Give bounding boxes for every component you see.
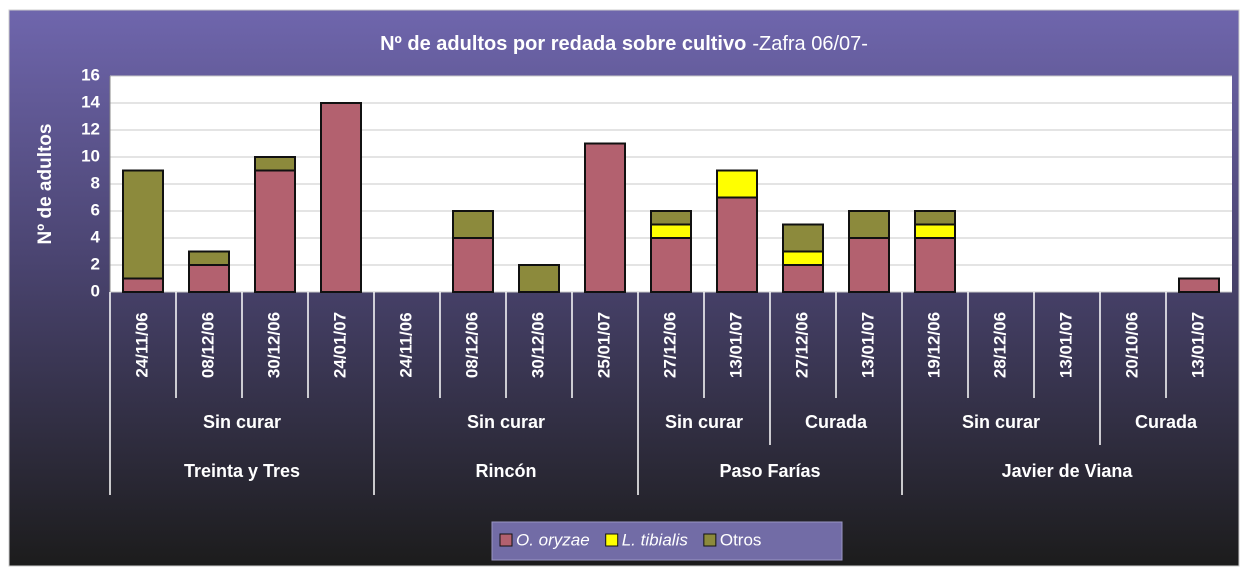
- legend-label: Otros: [720, 530, 762, 549]
- subgroup-label: Sin curar: [962, 412, 1040, 432]
- x-tick-label: 25/01/07: [594, 312, 613, 378]
- group-label: Rincón: [476, 461, 537, 481]
- subgroup-label: Sin curar: [665, 412, 743, 432]
- bar-segment: [782, 250, 824, 266]
- x-tick-label: 24/11/06: [396, 312, 415, 377]
- y-tick-label: 10: [81, 146, 100, 165]
- x-tick-label: 13/01/07: [726, 312, 745, 378]
- legend: [491, 521, 843, 561]
- bar-segment: [452, 237, 494, 293]
- x-tick-label: 13/01/07: [1056, 312, 1075, 378]
- bar-segment: [650, 237, 692, 293]
- x-tick-label: 19/12/06: [924, 312, 943, 378]
- subgroup-label: Curada: [805, 412, 868, 432]
- bar-segment: [122, 169, 164, 280]
- group-label: Paso Farías: [719, 461, 820, 481]
- bar-segment: [782, 223, 824, 253]
- bar-segment: [584, 142, 626, 293]
- bar-segment: [914, 223, 956, 239]
- subgroup-label: Sin curar: [467, 412, 545, 432]
- bar-segment: [254, 156, 296, 172]
- x-tick-label: 27/12/06: [792, 312, 811, 378]
- x-tick-label: 24/01/07: [330, 312, 349, 378]
- x-tick-label: 20/10/06: [1122, 312, 1141, 378]
- chart-title: Nº de adultos por redada sobre cultivo -Z…: [380, 33, 868, 55]
- x-tick-label: 30/12/06: [264, 312, 283, 378]
- y-tick-label: 2: [91, 254, 100, 273]
- bar-segment: [716, 169, 758, 199]
- bar-segment: [1178, 277, 1220, 293]
- bar-segment: [518, 264, 560, 293]
- x-tick-label: 28/12/06: [990, 312, 1009, 378]
- subgroup-label: Curada: [1135, 412, 1198, 432]
- title: Nº de adultos por redada sobre cultivo: [380, 33, 746, 55]
- bar-segment: [782, 264, 824, 293]
- bar-segment: [848, 210, 890, 239]
- y-tick-label: 16: [81, 65, 100, 84]
- bar-segment: [914, 237, 956, 293]
- x-tick-label: 08/12/06: [462, 312, 481, 378]
- y-tick-label: 0: [91, 281, 100, 300]
- bar-segment: [122, 277, 164, 293]
- bar-segment: [650, 210, 692, 226]
- subtitle: -Zafra 06/07-: [752, 33, 868, 55]
- subgroup-label: Sin curar: [203, 412, 281, 432]
- bar-segment: [716, 196, 758, 293]
- group-label: Treinta y Tres: [184, 461, 300, 481]
- legend-swatch: [703, 533, 717, 547]
- bar-segment: [188, 264, 230, 293]
- bar-segment: [914, 210, 956, 226]
- bar-segment: [650, 223, 692, 239]
- x-tick-label: 30/12/06: [528, 312, 547, 378]
- y-tick-label: 12: [81, 119, 100, 138]
- bar-segment: [320, 102, 362, 293]
- x-tick-label: 08/12/06: [198, 312, 217, 378]
- group-label: Javier de Viana: [1002, 461, 1134, 481]
- bar-segment: [452, 210, 494, 239]
- x-tick-label: 13/01/07: [858, 312, 877, 378]
- y-tick-label: 14: [81, 92, 100, 111]
- y-tick-label: 6: [91, 200, 100, 219]
- bar-segment: [254, 169, 296, 293]
- x-tick-label: 24/11/06: [132, 312, 151, 377]
- legend-label: O. oryzae: [516, 530, 590, 549]
- legend-swatch: [605, 533, 619, 547]
- legend-swatch: [499, 533, 513, 547]
- y-tick-label: 4: [91, 227, 101, 246]
- bar-segment: [848, 237, 890, 293]
- y-tick-label: 8: [91, 173, 100, 192]
- x-tick-label: 13/01/07: [1188, 312, 1207, 378]
- bar-segment: [188, 250, 230, 266]
- x-tick-label: 27/12/06: [660, 312, 679, 378]
- y-axis-label: Nº de adultos: [35, 124, 56, 245]
- legend-label: L. tibialis: [622, 530, 689, 549]
